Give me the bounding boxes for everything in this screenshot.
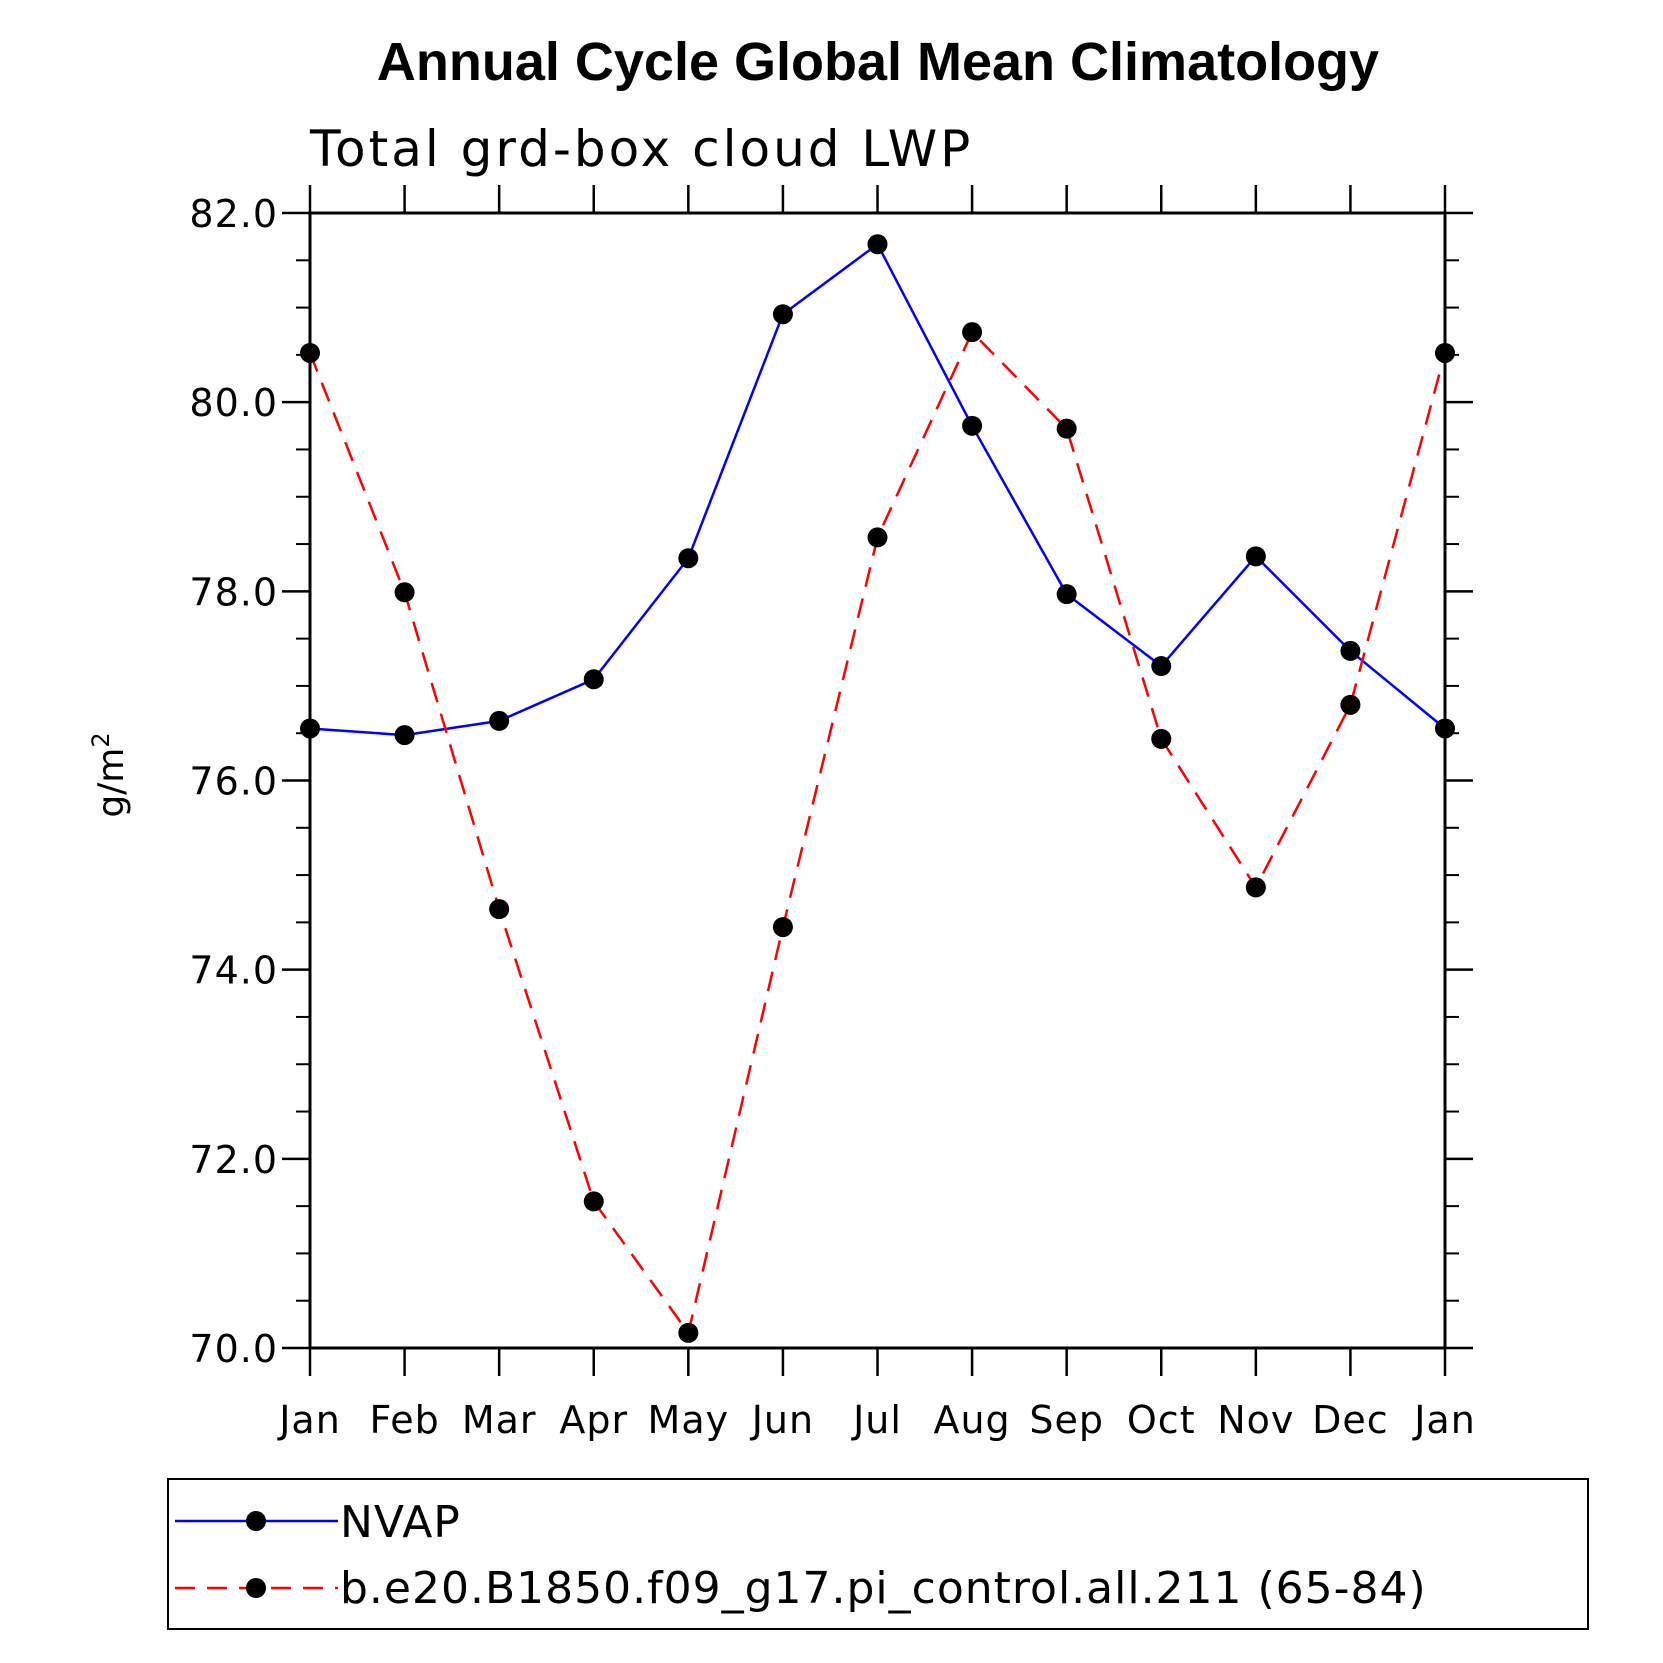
y-tick-label: 80.0 [189, 381, 278, 425]
x-tick-label: Oct [1127, 1398, 1196, 1442]
x-axis-tick-labels: Jan Feb Mar Apr May Jun Jul Aug Sep Oct Nov Dec Jan [277, 1398, 1476, 1442]
y-tick-label: 74.0 [189, 949, 278, 993]
data-point-model [489, 899, 510, 920]
data-point-model [962, 322, 983, 343]
legend: NVAP b.e20.B1850.f09_g17.pi_control.all.… [167, 1478, 1589, 1630]
data-point-nvap [300, 718, 320, 739]
legend-swatch-marker-model [246, 1578, 266, 1598]
data-point-nvap [1151, 656, 1172, 677]
x-tick-label: Jan [277, 1398, 341, 1442]
data-point-nvap [962, 415, 983, 436]
data-point-model [1435, 342, 1455, 363]
series-line-nvap [309, 242, 1446, 737]
x-tick-label: Jun [750, 1398, 814, 1442]
data-point-nvap [1340, 640, 1361, 661]
plot-frame [308, 211, 1447, 1350]
data-point-model [1245, 877, 1266, 898]
data-point-nvap [489, 710, 510, 731]
data-point-nvap [1435, 718, 1455, 739]
data-point-model [300, 342, 320, 363]
x-tick-label: May [648, 1398, 730, 1442]
legend-label-nvap: NVAP [340, 1497, 461, 1548]
data-point-nvap [583, 669, 604, 690]
y-tick-label: 76.0 [189, 760, 278, 804]
legend-item-nvap: NVAP [175, 1497, 461, 1548]
data-point-model [678, 1322, 699, 1343]
x-tick-label: Mar [462, 1398, 537, 1442]
data-point-nvap [394, 725, 415, 746]
data-point-model [1056, 418, 1077, 439]
svg-text:g/m2: g/m2 [87, 732, 132, 817]
data-point-model [583, 1191, 604, 1212]
x-tick-label: Jul [851, 1398, 902, 1442]
y-tick-label: 82.0 [189, 192, 278, 236]
data-point-nvap [1245, 546, 1266, 567]
data-point-model [394, 582, 415, 603]
data-point-nvap [1056, 584, 1077, 605]
data-point-nvap [867, 234, 888, 255]
y-axis-label-superscript: 2 [87, 732, 115, 747]
legend-label-model: b.e20.B1850.f09_g17.pi_control.all.211 (… [340, 1563, 1427, 1614]
x-tick-label: Feb [369, 1398, 439, 1442]
x-tick-label: Sep [1029, 1398, 1104, 1442]
x-tick-label: Nov [1217, 1398, 1294, 1442]
axis-ticks [282, 185, 1473, 1376]
series-lines [308, 242, 1447, 1335]
legend-item-model: b.e20.B1850.f09_g17.pi_control.all.211 (… [175, 1563, 1427, 1614]
data-point-model [1151, 728, 1172, 749]
data-point-nvap [772, 304, 793, 325]
x-tick-label: Apr [559, 1398, 628, 1442]
y-tick-label: 78.0 [189, 570, 278, 614]
y-axis-tick-labels: 70.0 72.0 74.0 76.0 78.0 80.0 82.0 [189, 192, 278, 1371]
chart-subtitle: Total grd-box cloud LWP [309, 120, 973, 178]
y-axis-label: g/m2 [87, 732, 132, 817]
data-point-nvap [678, 548, 699, 569]
series-markers [300, 234, 1455, 1343]
y-axis-label-base: g/m [91, 748, 132, 818]
legend-box [167, 1478, 1589, 1630]
x-tick-label: Dec [1312, 1398, 1389, 1442]
x-tick-label: Jan [1412, 1398, 1476, 1442]
chart-title: Annual Cycle Global Mean Climatology [377, 32, 1379, 92]
series-line-model [308, 330, 1447, 1335]
data-point-model [867, 527, 888, 548]
data-point-model [772, 917, 793, 938]
y-tick-label: 70.0 [189, 1327, 278, 1371]
y-tick-label: 72.0 [189, 1138, 278, 1182]
x-tick-label: Aug [933, 1398, 1010, 1442]
data-point-model [1340, 694, 1361, 715]
legend-swatch-marker-nvap [246, 1511, 266, 1531]
